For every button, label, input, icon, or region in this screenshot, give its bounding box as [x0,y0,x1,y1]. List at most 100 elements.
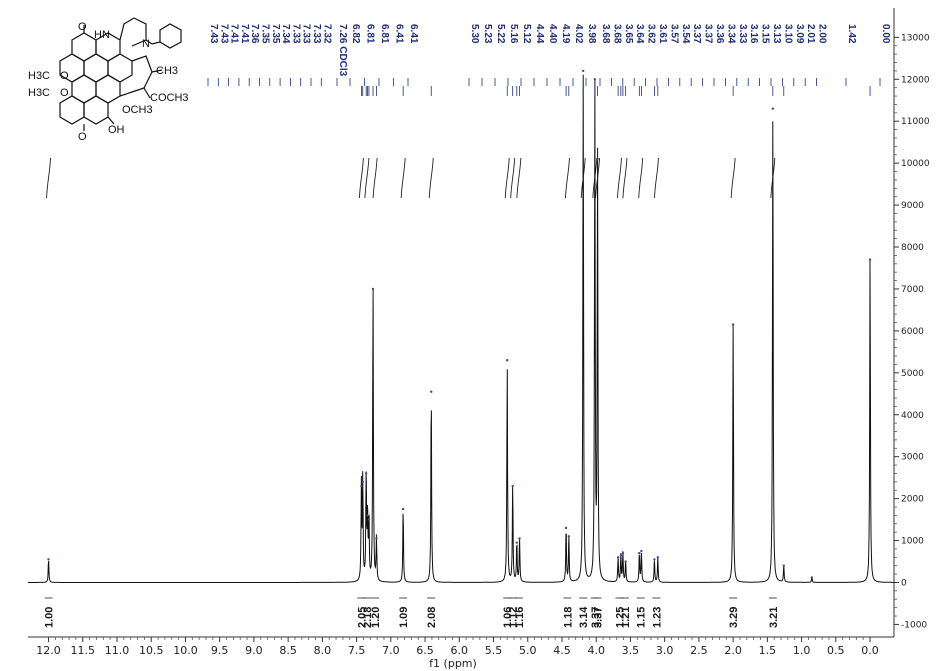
peak-label: 6.81 [365,24,376,44]
peak-label: 3.37 [703,24,714,44]
peak-point [564,526,568,530]
peak-point [367,518,371,521]
integral-curve [580,157,586,199]
integral-curve [730,157,736,199]
x-tick-label: 6.0 [451,644,469,657]
x-tick-label: 2.0 [724,644,742,657]
peak-label: 7.26 CDCl3 [337,24,348,77]
peak-label: 6.81 [379,24,390,44]
molecule-label-o-bottom: O [78,131,87,143]
integral-label: 1.20 [370,607,382,628]
peak-label: 7.43 [218,24,229,44]
peak-point [567,535,571,538]
molecule-label-n: N [142,38,150,50]
integral-curves [46,157,776,199]
peak-label: 2.00 [817,24,828,44]
integral-label: 3.37 [593,607,605,628]
y-axis-ticks: -1000 0 1000 2000 3000 4000 5000 6000 7000 8000 90… [894,33,930,630]
integral-label: 1.18 [562,607,574,628]
y-tick-label: 3000 [901,453,924,463]
peak-label: 3.54 [680,24,691,44]
peak-label: 3.16 [748,24,759,44]
peak-label: 5.22 [495,24,506,44]
x-tick-label: 4.5 [553,644,571,657]
peak-point [616,556,620,559]
integral-curve [516,157,522,199]
integral-curve [653,157,659,199]
peak-label: 4.02 [573,24,584,44]
peak-label: 7.34 [280,24,291,44]
peak-point [518,537,521,540]
peak-label: 7.32 [321,24,332,44]
peak-label: 7.41 [229,24,240,44]
x-axis-label: f1 (ppm) [429,657,477,670]
y-tick-label: -1000 [901,620,927,630]
molecule-label-h3c-1: H3C [28,70,50,82]
integral-curve [400,157,406,199]
peak-label: 5.23 [482,24,493,44]
x-tick-label: 0.0 [861,644,879,657]
peak-label: 7.43 [208,24,219,44]
molecule-label-hn: HN [94,29,110,41]
integral-curve [770,157,776,199]
y-tick-label: 1000 [901,537,924,547]
peak-point [656,556,660,559]
integral-curve [622,157,628,199]
peak-label: 5.16 [508,24,519,44]
peak-point [366,514,369,517]
integral-curve [510,157,516,199]
x-tick-label: 10.0 [173,644,198,657]
peak-label: 5.12 [521,24,532,44]
y-tick-label: 8000 [901,243,924,253]
molecule-label-o-2: O [60,87,69,99]
integral-label: 2.18 [362,607,374,628]
peak-point [624,560,627,563]
peak-label: 3.34 [725,24,736,44]
molecule-label-o-1: O [60,70,69,82]
peak-label: 7.35 [260,24,271,44]
peak-label: 6.82 [350,24,361,44]
x-tick-label: 5.5 [485,644,503,657]
peak-point [581,69,585,73]
peak-label: 3.57 [668,24,679,44]
integral-label: 1.09 [398,607,410,628]
peak-label: 3.62 [646,24,657,44]
y-tick-label: 11000 [901,117,930,127]
x-tick-label: 7.5 [348,644,366,657]
y-tick-label: 4000 [901,411,924,421]
peak-point [593,78,597,81]
integral-curve [372,157,378,199]
peak-label: 6.41 [394,24,405,44]
y-tick-label: 12000 [901,75,930,85]
x-tick-label: 7.0 [382,644,400,657]
x-tick-label: 4.0 [587,644,605,657]
spectrum-series [28,69,894,583]
peak-point [430,390,433,393]
x-tick-label: 9.5 [211,644,229,657]
x-tick-label: 3.5 [622,644,640,657]
y-tick-label: 0 [901,578,907,588]
integral-label: 3.21 [768,607,780,628]
peak-point [731,323,735,326]
y-tick-label: 5000 [901,369,924,379]
peak-label: 0.00 [880,24,891,44]
peak-point [653,558,656,561]
peak-point [401,507,405,511]
peak-label: 7.35 [270,24,281,44]
x-tick-label: 9.0 [245,644,263,657]
integral-label: 2.05 [356,607,368,628]
peak-label: 1.42 [846,24,857,44]
molecule-structure: HN N H3C O H3C O O O CH3 COCH3 OCH3 OH [28,17,189,143]
peak-label: 3.64 [634,24,645,44]
integral-label: 3.29 [728,607,740,628]
integral-label: 1.06 [502,607,514,628]
peak-label: 3.61 [657,24,668,44]
peak-label: 3.65 [623,24,634,44]
integral-curve [638,157,644,199]
molecule-label-coch3: COCH3 [150,92,189,104]
peak-point [619,554,623,557]
x-tick-label: 8.5 [279,644,297,657]
peak-point [511,484,514,488]
x-tick-label: 3.0 [656,644,674,657]
